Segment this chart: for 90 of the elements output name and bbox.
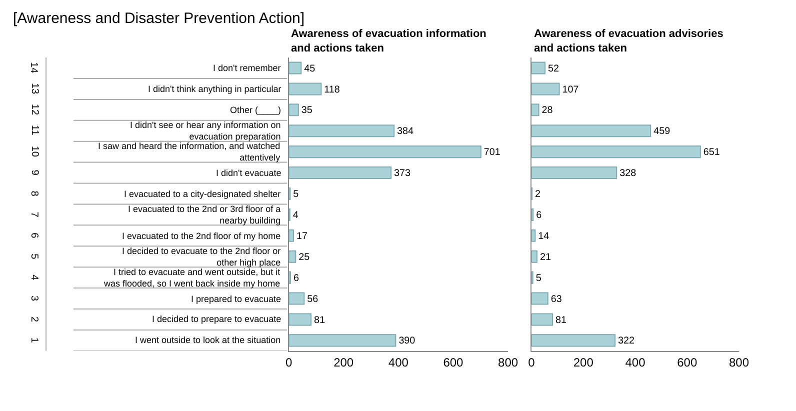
text: 13 xyxy=(28,82,40,95)
x-tick-label: 0 xyxy=(528,355,536,370)
data-label: 52 xyxy=(548,63,560,74)
data-label: 63 xyxy=(550,294,562,305)
data-label: 81 xyxy=(556,314,568,326)
data-label: 28 xyxy=(542,105,554,116)
text: 3 xyxy=(28,296,40,302)
bar xyxy=(288,166,392,180)
bar xyxy=(288,124,395,138)
data-label: 5 xyxy=(536,272,542,284)
bar xyxy=(288,250,296,263)
y-tick-label: I evacuated to the 2nd or 3rd floor of a nearby building xyxy=(128,204,281,226)
x-tick-label: 800 xyxy=(729,355,750,370)
bar xyxy=(288,104,299,116)
bar xyxy=(532,104,540,116)
data-label: 373 xyxy=(394,168,412,180)
text: 6 xyxy=(28,232,40,239)
bar xyxy=(532,124,652,138)
y-tick-label: I decided to evacuate to the 2nd floor or other high place xyxy=(122,246,281,268)
bar xyxy=(532,292,548,305)
x-tick-label: 800 xyxy=(498,355,518,370)
data-label: 14 xyxy=(538,230,550,242)
x-tick-label: 200 xyxy=(573,355,594,370)
x-tick-label: 400 xyxy=(388,355,409,370)
y-tick-label: Other (____) xyxy=(230,105,282,115)
y-tick-label: I tried to evacuate and went outside, but it was flooded, so I went back inside my home xyxy=(103,267,281,289)
data-label: 651 xyxy=(703,147,720,158)
data-label: 56 xyxy=(307,294,319,305)
y-tick-label: I went outside to look at the situation xyxy=(135,335,281,345)
y-tick-label: I evacuated to the 2nd floor of my home xyxy=(122,231,281,241)
text: 7 xyxy=(28,212,40,218)
data-label: 25 xyxy=(298,252,310,263)
text: 14 xyxy=(28,62,39,74)
text: 9 xyxy=(28,170,40,176)
data-label: 45 xyxy=(304,63,316,74)
x-tick-label: 600 xyxy=(443,355,464,370)
y-tick-label: I prepared to evacuate xyxy=(191,294,282,304)
data-label: 701 xyxy=(484,147,501,158)
x-tick-label: 400 xyxy=(625,355,646,370)
x-tick-label: 200 xyxy=(334,355,354,370)
text: 11 xyxy=(28,124,40,136)
y-tick-label: I saw and heard the information, and watched attentively xyxy=(98,141,281,163)
text: 5 xyxy=(28,254,40,260)
y-tick-label: I didn't see or hear any information on evacuation preparation xyxy=(130,120,281,142)
text: 12 xyxy=(28,104,40,116)
text: 4 xyxy=(28,274,40,281)
data-label: 35 xyxy=(301,105,313,116)
data-label: 107 xyxy=(562,84,579,96)
data-label: 6 xyxy=(293,272,300,284)
data-label: 384 xyxy=(397,126,414,138)
bar xyxy=(288,334,396,347)
data-label: 5 xyxy=(293,189,300,200)
text: [Awareness and Disaster Prevention Action] xyxy=(13,10,305,27)
bar xyxy=(532,82,560,96)
data-label: 459 xyxy=(654,126,671,138)
bar xyxy=(532,250,538,263)
data-label: 6 xyxy=(536,210,542,221)
data-label: 322 xyxy=(618,336,635,347)
text: 2 xyxy=(28,316,40,322)
data-label: 2 xyxy=(535,189,541,200)
y-tick-label: I decided to prepare to evacuate xyxy=(152,314,282,324)
data-label: 328 xyxy=(620,168,637,180)
bar xyxy=(532,166,618,180)
bar xyxy=(288,82,322,96)
data-label: 17 xyxy=(296,230,308,242)
bar xyxy=(288,229,294,242)
bar xyxy=(532,334,616,347)
y-tick-label: I don't remember xyxy=(213,63,281,73)
y-tick-label: I evacuated to a city-designated shelter xyxy=(124,189,281,199)
bar xyxy=(532,313,554,326)
y-tick-label: I didn't evacuate xyxy=(216,168,282,178)
data-label: 118 xyxy=(324,84,340,96)
text: 1 xyxy=(28,337,40,344)
data-label: 81 xyxy=(314,314,326,326)
text: 8 xyxy=(28,190,40,197)
text: 10 xyxy=(28,146,40,158)
data-label: 390 xyxy=(398,336,416,347)
bar xyxy=(288,313,312,326)
bar xyxy=(532,62,546,74)
data-label: 21 xyxy=(540,252,552,263)
bar xyxy=(288,62,302,74)
chart-subtitle: Awareness of evacuation information and actions taken xyxy=(291,28,487,54)
bar xyxy=(288,146,482,158)
bar xyxy=(288,292,305,305)
data-label: 4 xyxy=(292,210,299,221)
x-tick-label: 600 xyxy=(677,355,698,370)
y-tick-label: I didn't think anything in particular xyxy=(148,84,282,94)
x-tick-label: 0 xyxy=(285,355,292,370)
chart-subtitle: Awareness of evacuation advisories and actions taken xyxy=(534,28,724,54)
bar xyxy=(532,146,701,158)
